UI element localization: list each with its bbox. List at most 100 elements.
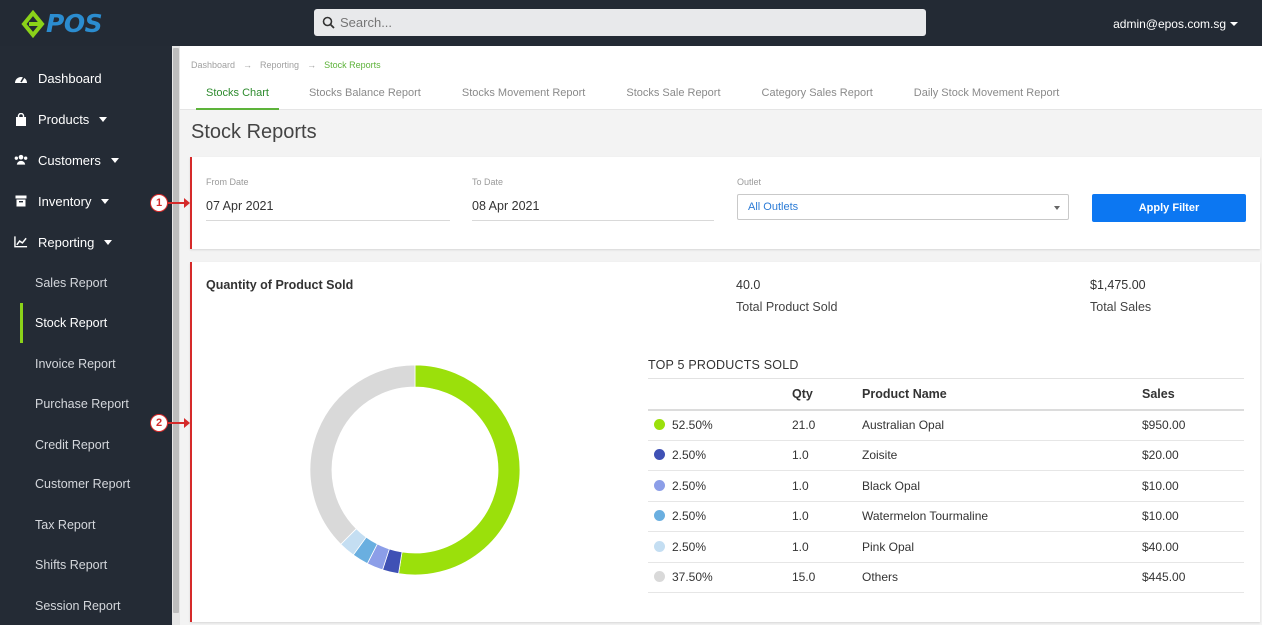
chart-title: Quantity of Product Sold <box>206 278 354 292</box>
tab-category-sales-report[interactable]: Category Sales Report <box>761 87 873 99</box>
sales-cell: $40.00 <box>1142 531 1244 563</box>
qty-cell-text: 1.0 <box>792 478 809 493</box>
donut-chart <box>309 364 521 576</box>
product-name-cell-text: Others <box>862 570 899 585</box>
sidebar-item-customers[interactable]: Customers <box>0 140 172 180</box>
qty-cell-text: 15.0 <box>792 570 816 585</box>
sidebar-subitem-label: Credit Report <box>35 438 110 452</box>
sidebar-item-inventory[interactable]: Inventory <box>0 181 172 221</box>
qty-cell-text: 1.0 <box>792 539 809 554</box>
chevron-down-icon <box>110 157 119 163</box>
donut-slice-australian-opal[interactable] <box>398 364 521 576</box>
sidebar-subitem-sales-report[interactable]: Sales Report <box>0 263 172 303</box>
qty-cell-text: 1.0 <box>792 509 809 524</box>
sidebar-subitem-label: Purchase Report <box>35 397 129 411</box>
user-menu[interactable]: admin@epos.com.sg <box>1113 17 1238 31</box>
legend-dot-icon <box>654 419 665 431</box>
chevron-down-icon <box>99 116 108 122</box>
sidebar-subitem-session-report[interactable]: Session Report <box>0 586 172 625</box>
tab-stocks-movement-report[interactable]: Stocks Movement Report <box>461 87 586 99</box>
percent-cell: 2.50% <box>648 501 792 532</box>
donut-slice-others[interactable] <box>309 364 416 545</box>
tab-stocks-balance-report[interactable]: Stocks Balance Report <box>308 87 421 99</box>
sidebar-item-label: Inventory <box>38 193 92 209</box>
legend-dot-icon <box>654 479 665 491</box>
page-title: Stock Reports <box>191 121 317 143</box>
percent-cell-text: 52.50% <box>672 417 713 432</box>
top5-table: Qty Product Name Sales 52.50% 21.0 Austral… <box>648 378 1244 593</box>
table-row: 37.50% 15.0 Others $445.00 <box>648 562 1244 593</box>
sidebar: Dashboard Products Customers Inventory R… <box>0 46 172 625</box>
epos-logo[interactable]: POS <box>21 9 103 38</box>
total-product-sold-label: Total Product Sold <box>736 300 838 314</box>
shopping-bag-icon <box>14 112 28 126</box>
line-chart-icon <box>14 235 28 249</box>
total-product-sold-value: 40.0 <box>736 278 761 292</box>
stock-chart-panel: Quantity of Product Sold 40.0 Total Prod… <box>190 262 1260 622</box>
column-header-product-name: Product Name <box>862 378 1142 411</box>
sidebar-subitem-label: Sales Report <box>35 276 108 290</box>
chevron-down-icon <box>101 198 110 204</box>
chevron-down-icon <box>1054 206 1060 210</box>
search-bar[interactable] <box>314 9 926 36</box>
top5-title: TOP 5 PRODUCTS SOLD <box>648 358 799 372</box>
table-row: 2.50% 1.0 Pink Opal $40.00 <box>648 531 1244 563</box>
filter-panel: From Date 07 Apr 2021 To Date 08 Apr 202… <box>190 157 1260 249</box>
search-icon <box>316 16 340 29</box>
breadcrumb-item-reporting[interactable]: Reporting <box>260 60 300 70</box>
box-icon <box>14 194 28 208</box>
sidebar-subitem-label: Customer Report <box>35 477 131 491</box>
sidebar-subitem-stock-report[interactable]: Stock Report <box>0 303 172 343</box>
sidebar-subitem-label: Shifts Report <box>35 558 108 572</box>
from-date-label: From Date <box>206 177 249 187</box>
percent-cell-text: 37.50% <box>672 570 713 585</box>
percent-cell-text: 2.50% <box>672 539 707 554</box>
scrollbar-thumb[interactable] <box>173 48 179 613</box>
percent-cell-text: 2.50% <box>672 509 707 524</box>
sidebar-subitem-customer-report[interactable]: Customer Report <box>0 464 172 504</box>
outlet-select[interactable]: All Outlets <box>737 194 1069 220</box>
sidebar-item-products[interactable]: Products <box>0 99 172 139</box>
breadcrumb-arrow-icon: → <box>307 60 317 70</box>
qty-cell: 1.0 <box>792 501 862 532</box>
qty-cell: 1.0 <box>792 440 862 471</box>
sidebar-subitem-invoice-report[interactable]: Invoice Report <box>0 344 172 384</box>
percent-cell-text: 2.50% <box>672 448 707 463</box>
sidebar-subitem-credit-report[interactable]: Credit Report <box>0 425 172 465</box>
search-input[interactable] <box>340 15 900 30</box>
sidebar-item-dashboard[interactable]: Dashboard <box>0 58 172 98</box>
total-sales-value: $1,475.00 <box>1090 278 1146 292</box>
sidebar-subitem-shifts-report[interactable]: Shifts Report <box>0 545 172 585</box>
sidebar-scrollbar[interactable] <box>172 46 180 625</box>
from-date-input[interactable]: 07 Apr 2021 <box>206 195 450 221</box>
qty-cell: 21.0 <box>792 409 862 441</box>
total-sales-label: Total Sales <box>1090 300 1152 314</box>
to-date-input[interactable]: 08 Apr 2021 <box>472 195 714 221</box>
tab-stocks-chart[interactable]: Stocks Chart <box>196 82 279 110</box>
sidebar-subitem-purchase-report[interactable]: Purchase Report <box>0 384 172 424</box>
percent-cell: 37.50% <box>648 562 792 593</box>
percent-cell: 2.50% <box>648 440 792 471</box>
sidebar-subitem-label: Tax Report <box>35 518 96 532</box>
percent-cell: 2.50% <box>648 470 792 502</box>
sidebar-item-reporting[interactable]: Reporting <box>0 222 172 262</box>
sales-cell: $10.00 <box>1142 501 1244 532</box>
sales-cell: $950.00 <box>1142 409 1244 441</box>
qty-cell-text: 21.0 <box>792 418 816 432</box>
table-row: 2.50% 1.0 Watermelon Tourmaline $10.00 <box>648 501 1244 532</box>
sales-cell-text: $950.00 <box>1142 418 1186 432</box>
tab-stocks-sale-report[interactable]: Stocks Sale Report <box>626 87 721 99</box>
sidebar-subitem-tax-report[interactable]: Tax Report <box>0 505 172 545</box>
sales-cell-text: $10.00 <box>1142 478 1179 493</box>
sidebar-item-label: Customers <box>38 152 101 168</box>
chevron-down-icon <box>104 239 113 245</box>
apply-filter-button[interactable]: Apply Filter <box>1092 194 1246 222</box>
report-tabs: Stocks Chart Stocks Balance Report Stock… <box>196 82 1069 110</box>
column-header-qty: Qty <box>792 378 862 411</box>
dashboard-icon <box>14 71 28 85</box>
outlet-select-value: All Outlets <box>748 201 799 213</box>
chevron-down-icon <box>1230 22 1238 26</box>
tab-daily-stock-movement-report[interactable]: Daily Stock Movement Report <box>913 87 1060 99</box>
breadcrumb-item-dashboard[interactable]: Dashboard <box>191 60 236 70</box>
legend-dot-icon <box>654 540 665 552</box>
